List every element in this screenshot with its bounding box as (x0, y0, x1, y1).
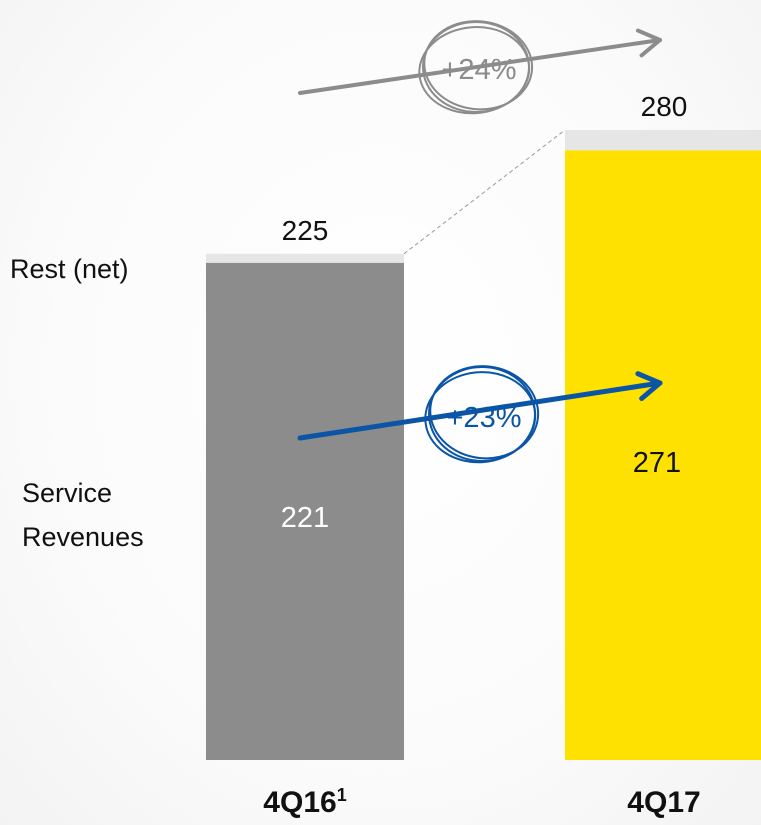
total-label-4q16: 225 (282, 215, 329, 246)
row-label-service-line1: Service (22, 478, 112, 508)
growth-circle-total (418, 20, 534, 115)
bar-service-4q17 (565, 150, 761, 760)
growth-label-total: +24% (442, 54, 517, 86)
growth-arrow-service (297, 380, 663, 441)
growth-circle-service (424, 365, 540, 464)
connector-line (403, 129, 566, 255)
bar-service-4q16 (206, 262, 404, 760)
row-label-rest: Rest (net) (10, 254, 129, 284)
growth-arrow-total (298, 38, 662, 95)
bar-rest-4q17 (565, 130, 761, 151)
growth-arrow-service-head (635, 371, 663, 401)
category-label-4q17: 4Q17 (627, 786, 700, 819)
growth-label-service: +23% (447, 402, 522, 434)
row-label-service-line2: Revenues (22, 522, 144, 552)
total-label-4q17: 280 (641, 91, 688, 122)
service-value-label-4q17: 271 (633, 447, 681, 479)
growth-arrow-total-head (635, 28, 662, 58)
bar-rest-4q16 (206, 253, 404, 263)
service-value-label-4q16: 221 (281, 502, 329, 534)
category-label-4q16: 4Q161 (263, 785, 346, 819)
